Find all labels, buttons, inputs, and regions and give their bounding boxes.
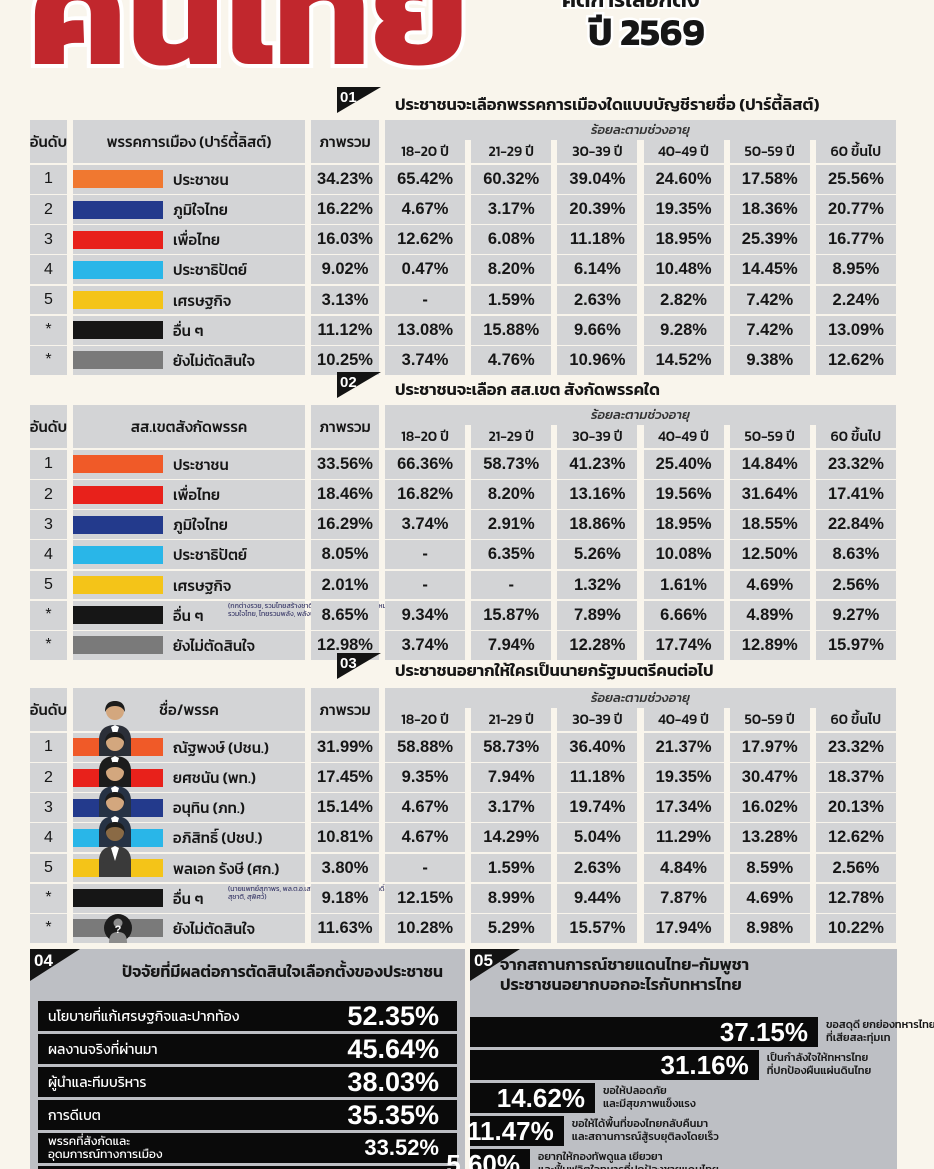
svg-text:?: ? (115, 924, 122, 936)
